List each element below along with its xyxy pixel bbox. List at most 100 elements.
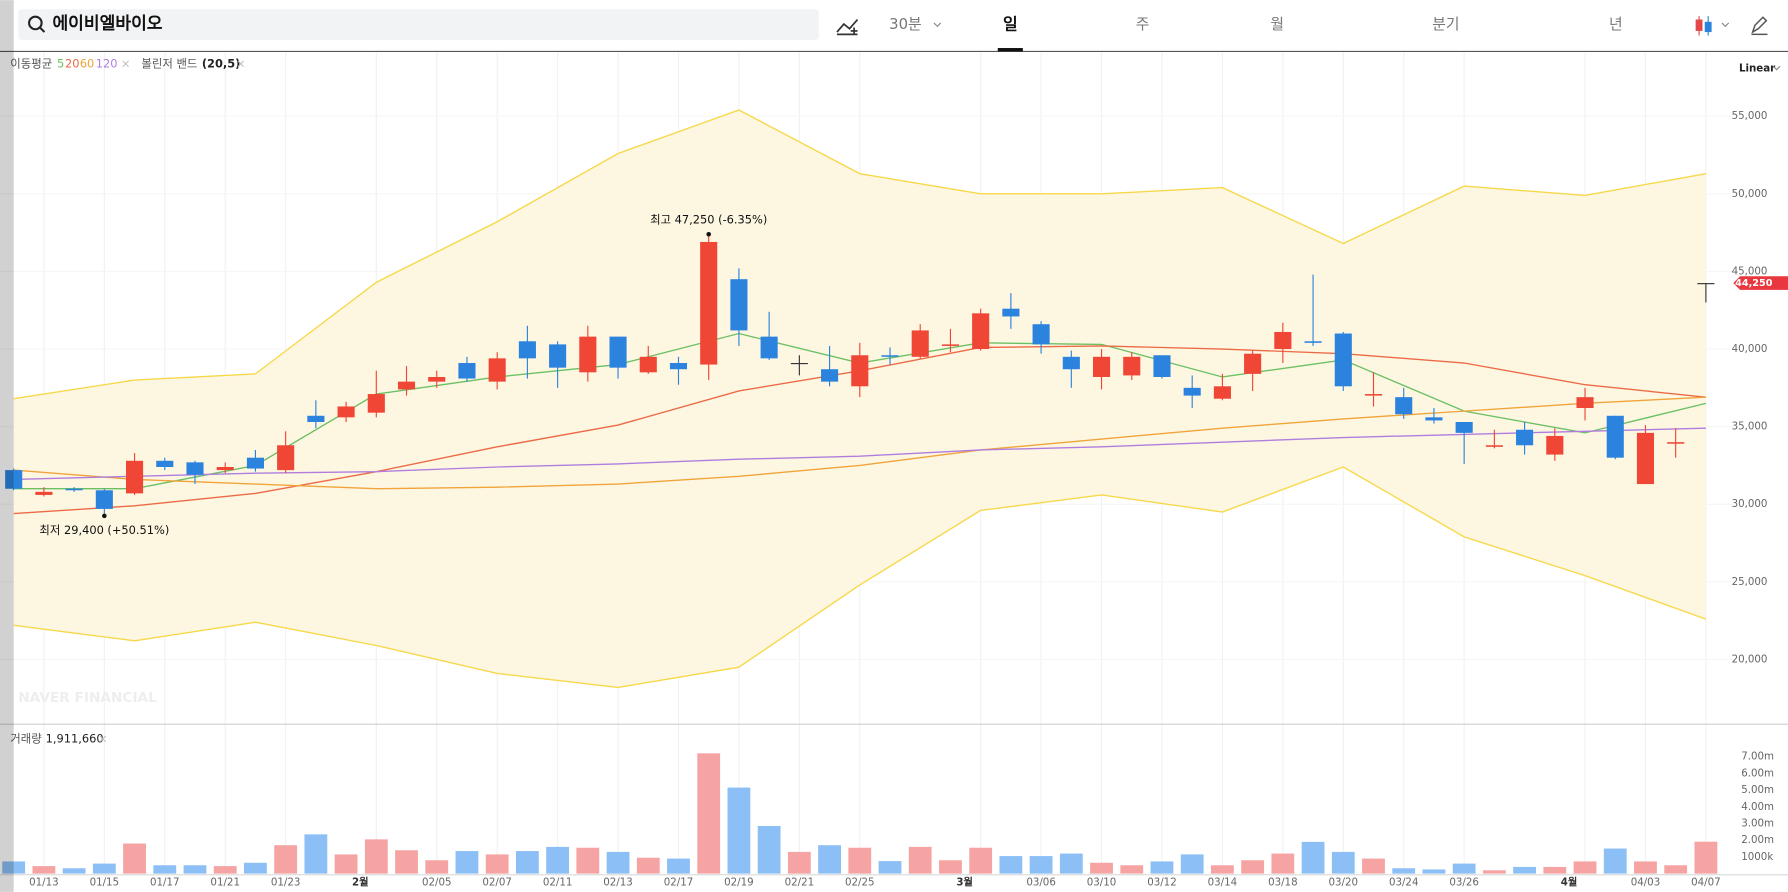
- legend-close[interactable]: ×: [236, 56, 246, 70]
- candle: [1395, 387, 1413, 419]
- bollinger-lower: [13, 466, 1707, 689]
- candle: [518, 325, 536, 379]
- volume-legend-title: 거래량: [10, 732, 42, 746]
- candle: [1697, 283, 1715, 303]
- y-tick-label: 20,000: [1732, 653, 1768, 665]
- volume-bar: [1271, 853, 1295, 874]
- legend-close[interactable]: ×: [98, 732, 108, 746]
- candle: [1062, 350, 1080, 388]
- candle-body: [639, 356, 657, 373]
- candle-body: [1274, 331, 1292, 350]
- volume-bar: [1331, 851, 1355, 874]
- candle-body: [549, 344, 567, 368]
- volume-bar: [92, 863, 116, 874]
- x-tick-label: 01/21: [210, 877, 240, 889]
- search-box[interactable]: [18, 9, 819, 41]
- candle: [1425, 408, 1443, 424]
- candle: [95, 488, 113, 514]
- timeframe-tab[interactable]: 월: [1270, 16, 1284, 33]
- scale-mode[interactable]: Linear: [1739, 63, 1776, 75]
- timeframe-tab[interactable]: 30분: [889, 16, 921, 33]
- candle: [549, 341, 567, 388]
- volume-bar: [153, 865, 177, 874]
- timeframe-tab[interactable]: 일: [1003, 15, 1018, 34]
- candle: [1485, 429, 1503, 449]
- candle-body: [609, 336, 627, 368]
- legend-close[interactable]: ×: [121, 56, 131, 70]
- volume-tick-label: 3.00m: [1741, 817, 1774, 829]
- candle: [307, 400, 325, 429]
- volume-tick-label: 4.00m: [1741, 801, 1774, 813]
- x-tick-label: 04/03: [1631, 877, 1661, 889]
- candle: [821, 345, 839, 387]
- y-tick-label: 50,000: [1732, 188, 1768, 200]
- candle-body: [518, 341, 536, 359]
- chart-type-icon[interactable]: [1695, 16, 1730, 36]
- indicator-icon[interactable]: [836, 18, 859, 36]
- candle: [1606, 415, 1624, 460]
- candle: [156, 457, 174, 471]
- timeframe-tab[interactable]: 년: [1609, 16, 1623, 33]
- ma-legend-entry: 5: [57, 56, 64, 70]
- candle-body: [1485, 445, 1503, 447]
- candle-body: [1546, 435, 1564, 455]
- volume-bar: [515, 851, 539, 874]
- extreme-label: 최고 47,250 (-6.35%): [650, 213, 767, 227]
- x-tick-label: 04/07: [1691, 877, 1721, 889]
- candle-body: [1032, 324, 1050, 345]
- ma-legend-entry: 60: [80, 56, 95, 70]
- volume-bar: [727, 787, 751, 874]
- x-tick-label: 02/25: [845, 877, 875, 889]
- volume-tick-label: 6.00m: [1741, 767, 1774, 779]
- ma-legend-entry: 120: [96, 56, 118, 70]
- timeframe-tab[interactable]: 주: [1136, 16, 1150, 33]
- volume-bar: [697, 753, 721, 874]
- candle: [881, 347, 899, 365]
- volume-bar: [364, 839, 388, 874]
- candle: [1304, 274, 1322, 346]
- volume-bar: [1603, 848, 1627, 874]
- candle: [5, 468, 23, 491]
- candle-body: [156, 460, 174, 468]
- draw-icon[interactable]: [1751, 16, 1768, 36]
- volume-bar: [878, 861, 902, 874]
- ma-legend-title: 이동평균: [10, 56, 52, 70]
- y-tick-label: 55,000: [1732, 110, 1768, 122]
- candle-body: [1425, 417, 1443, 421]
- plot-layer: 01/13 01/15 01/17 01/21 01/23 2월 02/05 02/07 02/…: [0, 52, 1788, 889]
- volume-bar: [1573, 861, 1597, 874]
- candle-body: [1244, 353, 1262, 374]
- x-tick-label: 02/21: [785, 877, 815, 889]
- volume-bar: [1180, 854, 1204, 874]
- candle: [1364, 372, 1383, 407]
- search-text[interactable]: 에이비엘바이오: [52, 14, 162, 34]
- volume-bar: [1362, 858, 1385, 874]
- candle: [1334, 331, 1352, 391]
- volume-tick-label: 5.00m: [1741, 784, 1774, 796]
- candle: [1274, 322, 1292, 364]
- timeframe-tab[interactable]: 분기: [1432, 16, 1459, 33]
- volume-bar: [1543, 866, 1567, 874]
- last-price-label: 44,250: [1735, 278, 1773, 289]
- candle: [1636, 425, 1655, 485]
- candle-body: [1395, 397, 1413, 415]
- candle: [700, 236, 718, 381]
- candle: [941, 328, 959, 353]
- candle: [1032, 321, 1050, 354]
- candle: [760, 311, 778, 360]
- volume-bar: [1211, 865, 1234, 874]
- volume-bar: [274, 845, 298, 874]
- volume-bar: [1090, 862, 1113, 874]
- volume-bar: [1241, 860, 1265, 874]
- volume-bar: [1482, 870, 1506, 874]
- volume-bar: [1634, 861, 1657, 874]
- candle-body: [428, 376, 446, 382]
- candle: [458, 356, 476, 382]
- candle-body: [1455, 421, 1473, 433]
- candle: [397, 366, 416, 396]
- active-tab-underline: [997, 48, 1023, 52]
- candle-body: [821, 369, 839, 382]
- volume-bar: [1150, 861, 1174, 874]
- y-tick-label: 35,000: [1732, 421, 1768, 433]
- x-tick-label: 4월: [1561, 876, 1578, 889]
